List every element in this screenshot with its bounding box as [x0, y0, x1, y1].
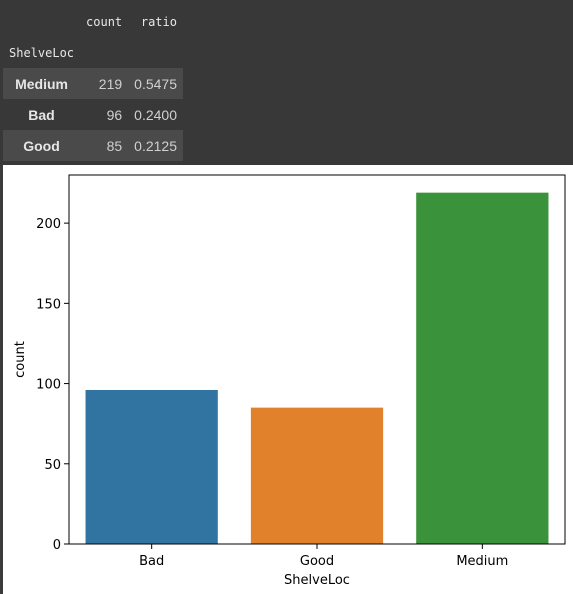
- count-cell: 96: [106, 106, 123, 123]
- y-tick-label: 0: [53, 538, 61, 553]
- bar-medium: [416, 192, 549, 544]
- index-name: ShelveLoc: [9, 45, 75, 60]
- table-row: Bad 96 0.2400: [3, 99, 183, 130]
- dataframe-output: count ratio ShelveLoc Medium 219 0.5475 …: [0, 0, 573, 165]
- ratio-cell: 0.2400: [134, 106, 177, 123]
- y-tick-label: 50: [44, 458, 61, 473]
- empty-header-cell: [128, 37, 183, 68]
- empty-header-cell: [80, 37, 128, 68]
- x-axis-label: ShelveLoc: [284, 573, 350, 588]
- plot-area: 0 50 100 150 200 Bad Good Medium ShelveLoc count: [3, 165, 573, 594]
- bar-good: [250, 407, 384, 544]
- corner-cell: [3, 6, 80, 37]
- table-header-row: count ratio: [3, 6, 183, 37]
- bar-chart: 0 50 100 150 200 Bad Good Medium ShelveLoc count: [13, 174, 566, 588]
- count-cell: 219: [98, 75, 123, 92]
- column-header-ratio: ratio: [140, 14, 177, 29]
- row-label: Medium: [15, 75, 68, 92]
- y-tick-label: 150: [36, 297, 61, 312]
- value-counts-table: count ratio ShelveLoc Medium 219 0.5475 …: [3, 6, 183, 161]
- ratio-cell: 0.2125: [134, 137, 177, 154]
- x-tick-label: Bad: [139, 554, 164, 569]
- index-name-row: ShelveLoc: [3, 37, 183, 68]
- y-tick-label: 100: [36, 378, 61, 393]
- y-tick-label: 200: [36, 217, 61, 232]
- table-row: Medium 219 0.5475: [3, 68, 183, 99]
- bar-bad: [85, 389, 218, 544]
- x-tick-label: Good: [300, 554, 334, 569]
- table-row: Good 85 0.2125: [3, 130, 183, 161]
- row-label: Bad: [28, 106, 55, 123]
- y-axis-label: count: [13, 341, 28, 378]
- count-cell: 85: [106, 137, 123, 154]
- ratio-cell: 0.5475: [134, 75, 177, 92]
- column-header-count: count: [86, 14, 123, 29]
- x-tick-label: Medium: [456, 554, 508, 569]
- row-label: Good: [23, 137, 60, 154]
